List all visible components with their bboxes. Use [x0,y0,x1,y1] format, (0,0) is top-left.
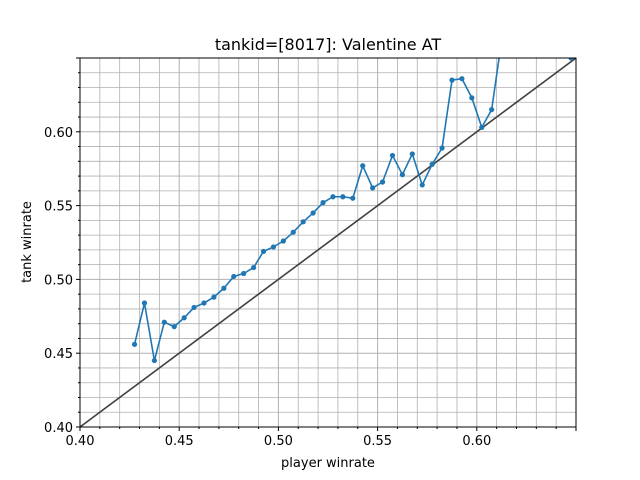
data-point [280,238,286,244]
data-point [489,107,495,113]
x-axis-label: player winrate [281,456,375,471]
data-point [131,341,138,347]
y-tick-label: 0.45 [44,347,73,362]
ticks: 0.40 0.45 0.50 0.55 0.60 0.40 0.45 0.50 0.55 0.60 [44,57,577,449]
data-point [568,58,574,61]
data-point [151,357,157,364]
data-point [350,195,356,201]
data-point [459,76,465,82]
data-point [370,185,376,191]
data-point [211,294,217,300]
data-point [141,300,148,306]
data-point [221,285,227,291]
data-point [360,163,366,169]
x-tick-label: 0.50 [264,434,293,449]
data-point [449,77,455,83]
data-point [161,319,167,325]
data-point [181,315,187,321]
y-tick-label: 0.40 [44,421,73,436]
data-point [201,300,207,306]
gridlines [79,57,577,428]
data-point [399,172,405,178]
x-tick-label: 0.60 [462,434,491,449]
y-tick-label: 0.55 [44,200,73,215]
data-point [270,244,277,250]
data-point [251,264,257,271]
data-point [499,38,504,43]
data-point [320,200,326,206]
data-point [409,151,415,157]
reference-line [80,58,576,427]
data-point [260,248,267,254]
data-point [310,210,316,216]
data-point [290,229,296,235]
x-tick-label: 0.55 [363,434,392,449]
y-tick-label: 0.50 [44,273,73,288]
data-point [171,324,177,330]
data-point [479,124,485,130]
data-point [379,179,386,185]
data-point [439,145,445,151]
data-point [231,273,237,280]
data-points [131,38,574,364]
data-point [241,270,247,277]
data-point [340,194,346,200]
y-axis-label: tank winrate [20,201,35,283]
chart-title: tankid=[8017]: Valentine AT [215,35,442,54]
data-point [191,304,197,311]
data-point [389,152,396,159]
x-tick-label: 0.40 [66,434,95,449]
data-point [429,161,435,167]
data-point [469,95,475,101]
data-point [300,219,306,225]
data-point [419,182,425,188]
data-point [330,194,336,200]
y-tick-label: 0.60 [44,126,73,141]
x-tick-label: 0.45 [165,434,194,449]
plot-frame [79,57,577,428]
